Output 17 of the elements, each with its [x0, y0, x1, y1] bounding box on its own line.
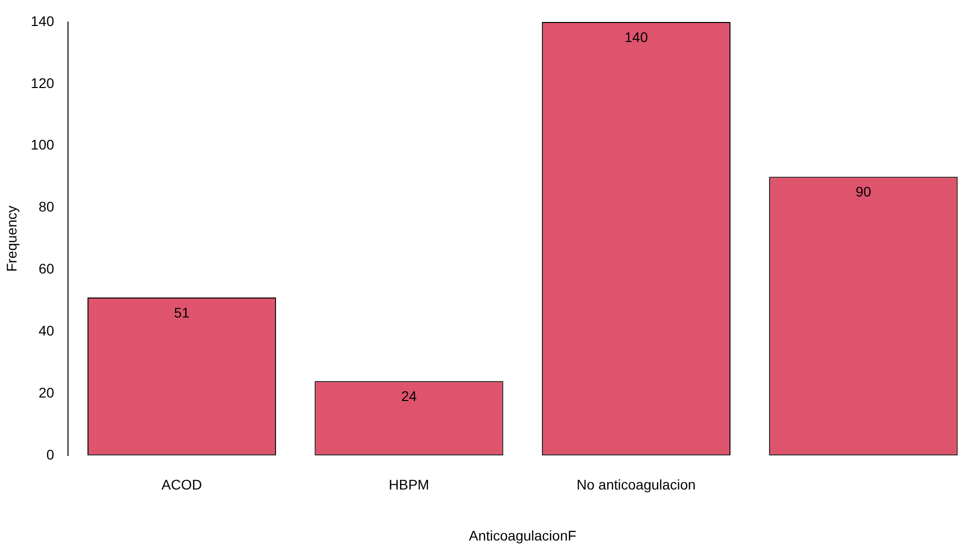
data-label: 140 — [624, 28, 648, 45]
x-tick-label: ACOD — [162, 476, 202, 493]
x-axis-title: AnticoagulacionF — [468, 527, 576, 544]
y-tick-label: 0 — [46, 446, 54, 462]
y-tick-label: 80 — [38, 198, 54, 215]
y-tick-label: 60 — [38, 260, 54, 277]
y-tick-label: 20 — [38, 384, 54, 400]
y-axis-title: Frequency — [3, 206, 20, 272]
y-tick-label: 40 — [38, 322, 54, 338]
x-tick-label: HBPM — [388, 476, 430, 493]
y-tick-label: 140 — [30, 12, 54, 29]
y-tick-label: 100 — [30, 136, 54, 153]
y-tick-label: 120 — [30, 74, 54, 91]
data-label: 24 — [401, 388, 417, 404]
data-label: 51 — [174, 304, 190, 320]
x-tick-label: No anticoagulacion — [576, 476, 696, 493]
data-label: 90 — [856, 184, 872, 200]
